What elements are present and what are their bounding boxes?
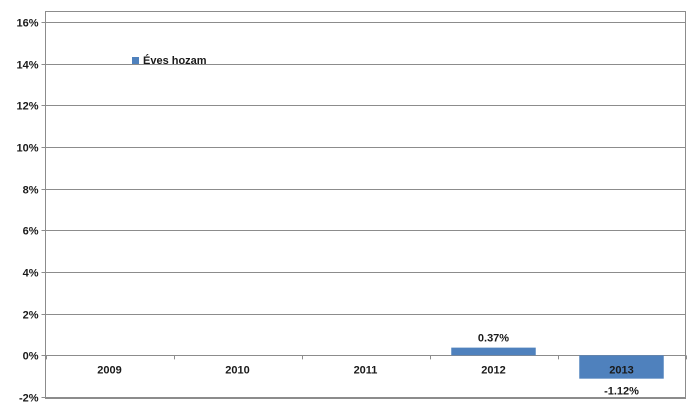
y-tick-label: 12% <box>16 101 38 113</box>
bar-2013 <box>579 355 664 379</box>
legend: Éves hozam <box>132 54 207 67</box>
y-tick-label: 16% <box>16 18 38 30</box>
y-tick-label: -2% <box>19 393 39 403</box>
y-tick-label: 14% <box>16 60 38 72</box>
y-tick-label: 0% <box>23 351 39 363</box>
x-category-label: 2010 <box>225 364 249 376</box>
legend-label: Éves hozam <box>143 54 207 67</box>
bar-2012 <box>451 347 536 356</box>
x-category-label: 2011 <box>354 364 378 376</box>
y-tick-label: 2% <box>23 310 39 322</box>
bars <box>451 347 664 379</box>
data-label-2012: 0.37% <box>478 333 509 345</box>
y-tick-label: 4% <box>23 268 39 280</box>
x-category-label: 2012 <box>481 364 505 376</box>
y-tick-label: 6% <box>23 226 39 238</box>
y-axis-ticks: 16% 14% 12% 10% 8% 6% 4% 2% 0% -2% <box>16 18 46 403</box>
data-labels: 0.37% -1.12% <box>478 333 639 398</box>
y-tick-label: 8% <box>23 185 39 197</box>
x-axis-categories: 2009 2010 2011 2012 2013 <box>97 364 633 376</box>
plot-frame <box>45 11 686 399</box>
gridlines <box>45 22 687 398</box>
legend-swatch <box>132 57 139 64</box>
x-category-label: 2009 <box>97 364 121 376</box>
data-label-2013: -1.12% <box>604 386 639 398</box>
y-tick-label: 10% <box>16 143 38 155</box>
x-category-label: 2013 <box>609 364 633 376</box>
